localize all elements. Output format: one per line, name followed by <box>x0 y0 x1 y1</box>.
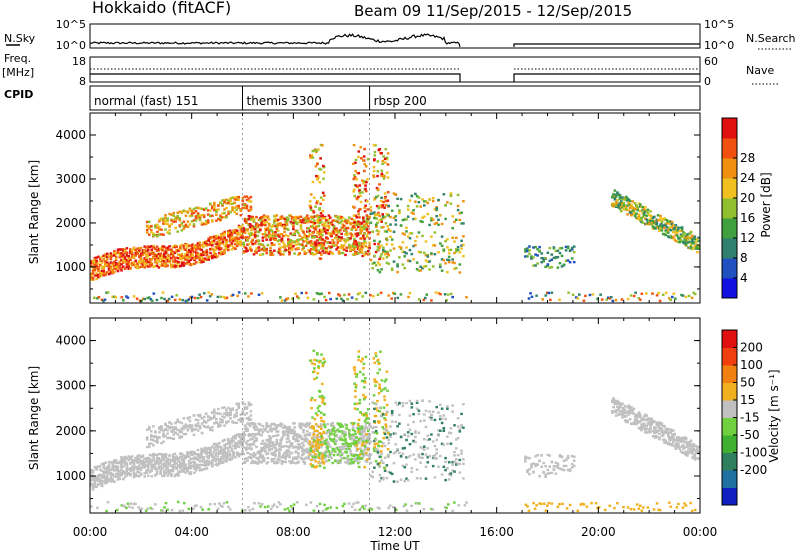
cpid-strip: CPID normal (fast) 151 themis 3300 rbsp 20… <box>4 85 701 111</box>
freq-strip: Freq. [MHz] 18 8 60 0 Nave <box>2 52 778 88</box>
velocity-colorbar-tick: -100 <box>740 446 767 460</box>
power-ylabel: Slant Range [km] <box>27 160 41 264</box>
velocity-colorbar-label: Velocity [m s⁻¹] <box>767 369 781 462</box>
power-panel: 1000 2000 3000 4000 <box>55 112 701 304</box>
power-colorbar-swatch <box>722 278 737 299</box>
velocity-colorbar-tick: -15 <box>740 411 760 425</box>
freq-label: Freq. <box>4 52 31 65</box>
velocity-ytick-label: 1000 <box>55 469 86 483</box>
power-colorbar-tick: 28 <box>740 151 755 165</box>
station-title: Hokkaido (fitACF) <box>92 0 231 17</box>
power-colorbar-swatch <box>722 218 737 239</box>
time-tick-label: 16:00 <box>479 525 514 539</box>
power-colorbar-swatch <box>722 258 737 279</box>
power-ytick-label: 4000 <box>55 128 86 142</box>
velocity-colorbar-tick: 50 <box>740 376 755 390</box>
power-colorbar-tick: 24 <box>740 171 755 185</box>
time-tick-label: 08:00 <box>276 525 311 539</box>
nave-tick-bottom: 0 <box>704 75 711 88</box>
velocity-colorbar-swatch <box>722 470 737 488</box>
nsky-trace <box>89 33 461 48</box>
power-colorbar-swatch <box>722 198 737 219</box>
cpid-mode-label: themis 3300 <box>247 94 322 108</box>
velocity-colorbar-swatch <box>722 435 737 453</box>
freq-tick-top: 18 <box>72 55 86 68</box>
velocity-colorbar-swatch <box>722 417 737 436</box>
velocity-colorbar-swatch <box>722 382 737 401</box>
velocity-colorbar-tick: 200 <box>740 341 763 355</box>
power-colorbar-swatch <box>722 178 737 199</box>
power-colorbar-tick: 8 <box>740 251 748 265</box>
nave-tick-top: 60 <box>704 55 718 68</box>
time-tick-label: 20:00 <box>581 525 616 539</box>
time-tick-label: 00:00 <box>73 525 108 539</box>
power-colorbar-tick: 4 <box>740 271 748 285</box>
power-colorbar-tick: 12 <box>740 231 755 245</box>
velocity-colorbar-tick: -200 <box>740 463 767 477</box>
nsky-label: N.Sky <box>4 32 36 45</box>
velocity-panel: 1000 2000 3000 4000 <box>55 317 701 514</box>
time-axis: 00:00 04:00 08:00 12:00 16:00 20:00 00:00 <box>73 525 718 539</box>
velocity-colorbar-swatch <box>722 347 737 366</box>
velocity-colorbar: 200 100 50 15 -15 -50 -100 -200 <box>721 329 767 506</box>
velocity-ytick-label: 4000 <box>55 334 86 348</box>
power-colorbar-tick: 20 <box>740 191 755 205</box>
time-tick-label: 04:00 <box>174 525 209 539</box>
velocity-ytick-label: 2000 <box>55 424 86 438</box>
cpid-label: CPID <box>4 88 33 101</box>
nsky-tick-top-left: 10^5 <box>56 18 86 31</box>
power-colorbar-label: Power [dB] <box>759 172 773 237</box>
beam-label: Beam 09 <box>354 2 421 20</box>
velocity-colorbar-tick: 100 <box>740 358 763 372</box>
power-colorbar-swatch <box>722 138 737 159</box>
power-colorbar-swatch <box>722 158 737 179</box>
time-axis-label: Time UT <box>369 539 420 553</box>
velocity-colorbar-swatch <box>722 330 737 348</box>
cpid-mode-label: rbsp 200 <box>374 94 427 108</box>
freq-tick-bottom: 8 <box>79 75 86 88</box>
freq-unit: [MHz] <box>2 66 34 79</box>
nsky-strip: N.Sky 10^5 10^0 10^5 10^0 N.Search <box>4 18 796 52</box>
time-tick-label: 12:00 <box>378 525 413 539</box>
nsky-tick-bottom-right: 10^0 <box>704 39 734 52</box>
nsky-tick-bottom-left: 10^0 <box>56 39 86 52</box>
velocity-ytick-label: 3000 <box>55 379 86 393</box>
nsky-tick-top-right: 10^5 <box>704 18 734 31</box>
velocity-colorbar-tick: 15 <box>740 393 755 407</box>
power-ytick-label: 1000 <box>55 260 86 274</box>
velocity-colorbar-tick: -50 <box>740 428 760 442</box>
power-colorbar-tick: 16 <box>740 211 755 225</box>
cpid-mode-label: normal (fast) 151 <box>94 94 198 108</box>
power-colorbar-swatch <box>722 118 737 139</box>
nsearch-label: N.Search <box>746 32 796 45</box>
velocity-colorbar-swatch <box>722 487 737 506</box>
nave-label: Nave <box>746 64 774 77</box>
power-colorbar-swatch <box>722 238 737 259</box>
time-tick-label: 00:00 <box>683 525 718 539</box>
power-ytick-label: 2000 <box>55 216 86 230</box>
velocity-colorbar-swatch <box>722 400 737 418</box>
power-colorbar: 4 8 12 16 20 24 28 <box>721 117 755 299</box>
power-ytick-label: 3000 <box>55 172 86 186</box>
velocity-colorbar-swatch <box>722 365 737 383</box>
velocity-colorbar-swatch <box>722 452 737 471</box>
velocity-ylabel: Slant Range [km] <box>27 366 41 470</box>
date-range: 11/Sep/2015 - 12/Sep/2015 <box>426 2 632 20</box>
